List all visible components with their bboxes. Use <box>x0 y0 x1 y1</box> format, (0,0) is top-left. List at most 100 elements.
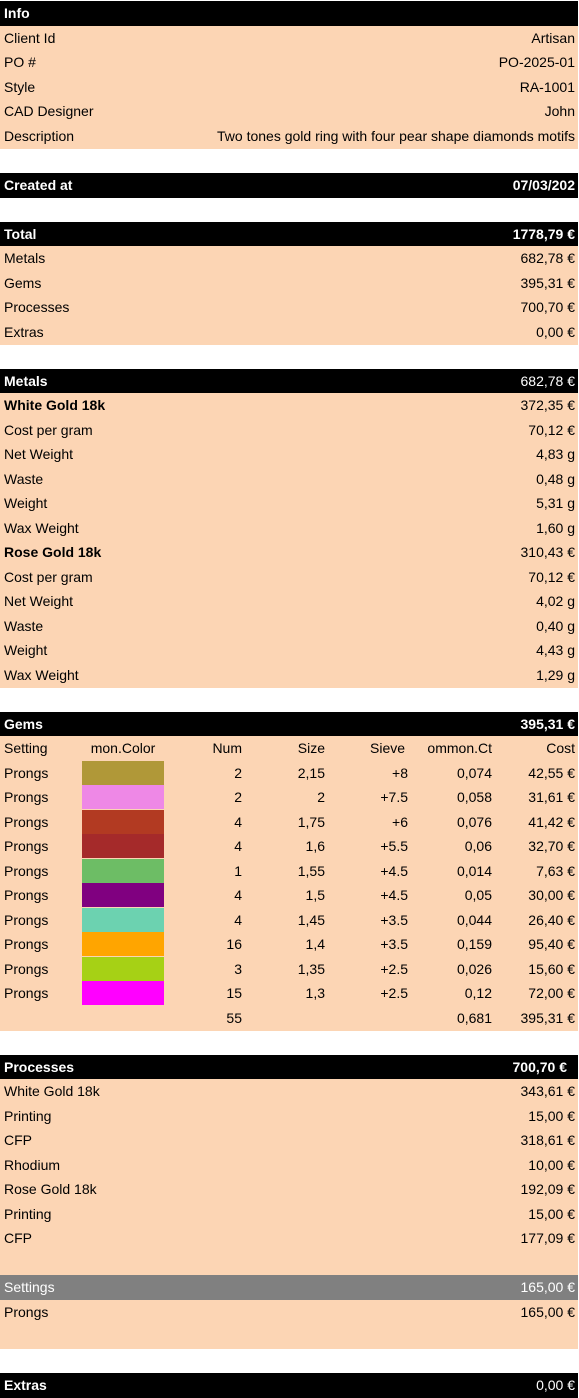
metal-detail-row: Wax Weight 1,60 g <box>0 515 578 541</box>
gem-size: 2 <box>317 789 325 805</box>
total-ct: 0,681 <box>456 1009 492 1026</box>
metal-detail-row: Weight 5,31 g <box>0 491 578 516</box>
value: 165,00 € <box>520 1279 576 1295</box>
section-header: Total 1778,79 € <box>0 221 578 247</box>
info-row: Style RA-1001 <box>0 74 578 100</box>
total-row: Processes 700,70 € <box>0 295 578 320</box>
gem-size: 1,5 <box>305 887 325 903</box>
gem-size: 1,4 <box>305 936 325 952</box>
color-swatch <box>82 907 164 932</box>
label: Metals <box>4 372 48 389</box>
gem-sieve: +4.5 <box>380 887 408 903</box>
gem-sieve: +8 <box>392 764 408 781</box>
gem-row: Prongs 15 1,3 +2.5 0,12 72,00 € <box>0 981 578 1006</box>
label: Gems <box>4 715 43 732</box>
gem-row: Prongs 4 1,45 +3.5 0,044 26,40 € <box>0 907 578 933</box>
setting: Prongs <box>4 789 49 805</box>
label: White Gold 18k <box>4 1083 100 1099</box>
gem-sieve: +2.5 <box>380 985 408 1001</box>
column-header: Sieve <box>370 740 406 756</box>
label: Printing <box>4 1107 52 1124</box>
section-header: Extras 0,00 € <box>0 1373 578 1398</box>
empty-row <box>0 1250 578 1276</box>
column-header: Setting <box>4 740 48 756</box>
setting: Prongs <box>4 985 49 1001</box>
color-swatch <box>82 858 164 883</box>
value: 318,61 € <box>520 1132 576 1148</box>
value: 372,35 € <box>520 397 576 413</box>
color-swatch <box>82 785 164 809</box>
label: Cost per gram <box>4 421 93 438</box>
label: Cost per gram <box>4 568 93 585</box>
gem-ct: 0,058 <box>456 789 492 805</box>
label: PO # <box>4 54 36 70</box>
section-title: Info <box>4 5 30 21</box>
gem-size: 1,45 <box>297 911 325 928</box>
label: Prongs <box>4 1303 49 1320</box>
color-swatch <box>82 981 164 1005</box>
gem-cost: 32,70 € <box>528 838 575 854</box>
metal-detail-row: Cost per gram 70,12 € <box>0 564 578 590</box>
label: Style <box>4 78 36 95</box>
gem-size: 2,15 <box>297 764 325 781</box>
value: Two tones gold ring with four pear shape… <box>217 127 575 144</box>
info-row: Description Two tones gold ring with four… <box>0 123 578 149</box>
gem-ct: 0,05 <box>464 887 492 903</box>
value: 1,29 g <box>536 666 575 683</box>
label: Settings <box>4 1279 55 1295</box>
color-swatch <box>82 956 164 981</box>
process-row: Rhodium 10,00 € <box>0 1152 578 1178</box>
gem-num: 4 <box>234 813 242 830</box>
gem-cost: 15,60 € <box>528 960 575 977</box>
label: Wax Weight <box>4 666 79 683</box>
metal-detail-row: Waste 0,40 g <box>0 613 578 639</box>
metal-detail-row: Waste 0,48 g <box>0 466 578 492</box>
metal-detail-row: Net Weight 4,02 g <box>0 589 578 614</box>
value: Artisan <box>531 29 575 46</box>
gem-cost: 30,00 € <box>528 887 575 903</box>
setting: Prongs <box>4 862 49 879</box>
value: 682,78 € <box>520 250 576 266</box>
label: Net Weight <box>4 593 73 609</box>
material-row: Rose Gold 18k 310,43 € <box>0 540 578 565</box>
gem-row: Prongs 1 1,55 +4.5 0,014 7,63 € <box>0 858 578 884</box>
value: 1778,79 € <box>512 225 575 242</box>
section-header: Gems 395,31 € <box>0 711 578 737</box>
gem-cost: 42,55 € <box>528 764 575 781</box>
value: 0,00 € <box>536 1377 575 1393</box>
color-swatch <box>82 834 164 858</box>
gem-ct: 0,074 <box>456 764 492 781</box>
value: 395,31 € <box>520 715 576 732</box>
column-header: mon.Color <box>90 740 156 756</box>
gem-row: Prongs 2 2 +7.5 0,058 31,61 € <box>0 785 578 810</box>
label: CAD Designer <box>4 103 94 119</box>
label: Weight <box>4 495 48 511</box>
settings-header: Settings 165,00 € <box>0 1275 578 1300</box>
label: Created at <box>4 176 73 193</box>
material-row: White Gold 18k 372,35 € <box>0 393 578 418</box>
gem-ct: 0,159 <box>456 936 492 952</box>
gem-num: 16 <box>226 936 242 952</box>
gem-row: Prongs 3 1,35 +2.5 0,026 15,60 € <box>0 956 578 982</box>
gem-num: 4 <box>234 887 242 903</box>
gem-ct: 0,014 <box>456 862 492 879</box>
setting: Prongs <box>4 838 49 854</box>
label: Gems <box>4 274 42 291</box>
gem-size: 1,55 <box>297 862 325 879</box>
value: 343,61 € <box>520 1083 576 1099</box>
metal-detail-row: Wax Weight 1,29 g <box>0 662 578 688</box>
gem-num: 2 <box>234 764 242 781</box>
info-row: Client Id Artisan <box>0 25 578 51</box>
label: Net Weight <box>4 446 73 462</box>
gem-row: Prongs 16 1,4 +3.5 0,159 95,40 € <box>0 932 578 957</box>
process-row: Printing 15,00 € <box>0 1103 578 1129</box>
gem-sieve: +5.5 <box>380 838 408 854</box>
label: Extras <box>4 1377 47 1393</box>
gem-sieve: +6 <box>392 813 408 830</box>
gem-row: Prongs 4 1,5 +4.5 0,05 30,00 € <box>0 883 578 908</box>
value: 700,70 € <box>520 299 576 315</box>
label: Description <box>4 127 75 144</box>
total-row: Extras 0,00 € <box>0 319 578 345</box>
label: Printing <box>4 1205 52 1222</box>
